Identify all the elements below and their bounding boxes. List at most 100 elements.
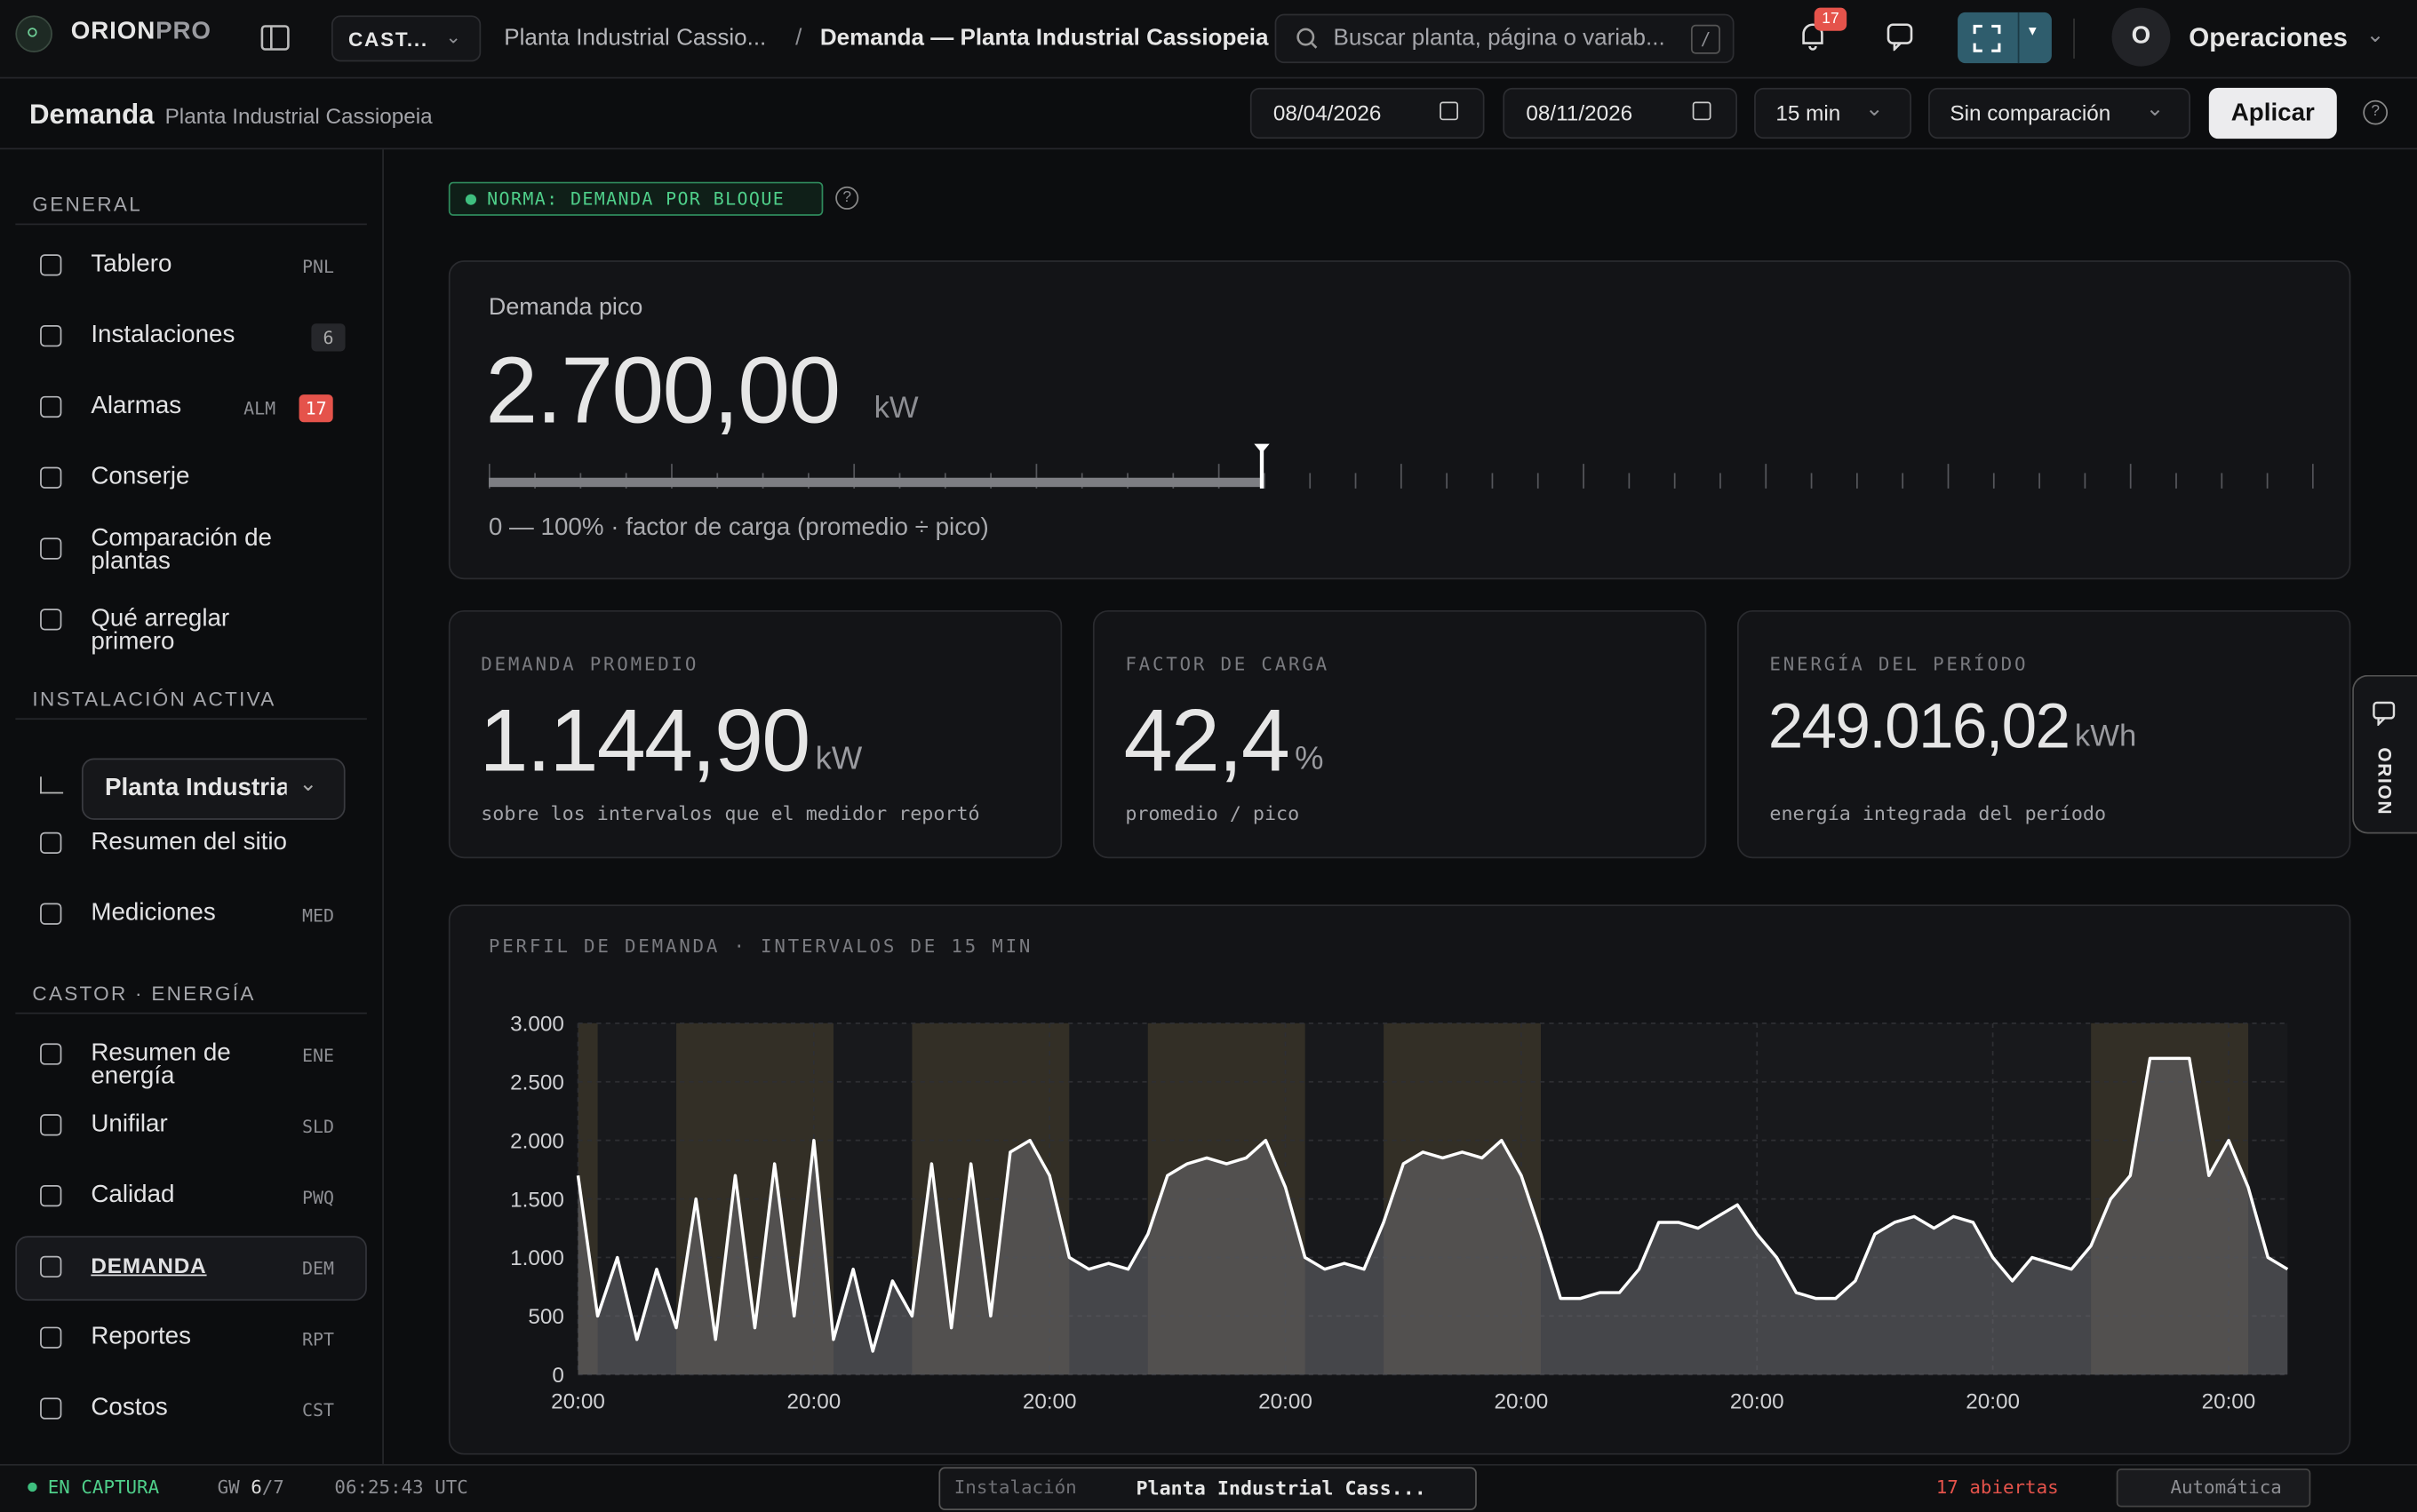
gauge-fill (488, 477, 1263, 488)
mode-select[interactable] (2116, 1468, 2311, 1508)
x-tick-label: 20:00 (551, 1390, 605, 1414)
nav-icon (40, 609, 62, 631)
nav-icon (40, 832, 62, 855)
norm-badge-text: NORMA: DEMANDA POR BLOQUE (487, 187, 786, 210)
nav-item[interactable]: Alarmas (91, 393, 182, 419)
nav-item[interactable]: Costos (91, 1394, 168, 1421)
gw-label: GW (217, 1476, 240, 1499)
nav-item[interactable]: Resumen de energía (91, 1039, 231, 1090)
avatar[interactable]: O (2111, 7, 2171, 67)
nav-code: ENE (302, 1045, 335, 1067)
interval-select[interactable] (1754, 87, 1912, 139)
x-tick-label: 20:00 (1495, 1390, 1549, 1414)
section-rule (15, 718, 367, 720)
line (576, 1056, 2289, 1353)
scope-label: Instalación (953, 1476, 1077, 1499)
fullscreen-button[interactable] (1958, 12, 2052, 64)
kpi-unit: kWh (2074, 720, 2137, 754)
fullscreen-icon (1973, 24, 2001, 52)
user-name[interactable]: Operaciones (2189, 23, 2348, 52)
x-tick-label: 20:00 (1966, 1390, 2020, 1414)
divider (2073, 18, 2075, 59)
gw-total: /7 (261, 1476, 284, 1499)
scope-select[interactable] (938, 1467, 1477, 1511)
nav-code: PWQ (302, 1186, 335, 1209)
section-rule (15, 1012, 367, 1015)
nav-icon (40, 1114, 62, 1136)
site-select[interactable] (331, 15, 482, 62)
peak-label: Demanda pico (488, 294, 643, 321)
date-from[interactable] (1249, 87, 1485, 139)
breadcrumb-parent[interactable]: Planta Industrial Cassio... (504, 24, 767, 52)
nav-item[interactable]: Comparación de plantas (91, 525, 273, 576)
plant-select[interactable] (81, 758, 346, 820)
page-subtitle: Planta Industrial Cassiopeia (164, 103, 433, 128)
section-heading: CASTOR · ENERGÍA (32, 982, 256, 1006)
nav-item[interactable]: Reportes (91, 1324, 191, 1350)
peak-value: 2.700,00 (485, 337, 841, 442)
nav-code: PNL (302, 255, 335, 278)
orion-tab-label: ORION (2373, 747, 2396, 816)
nav-icon (40, 537, 62, 560)
capture-status: EN CAPTURA (47, 1476, 160, 1499)
date-to-text: 08/11/2026 (1526, 99, 1633, 125)
capture-dot (28, 1482, 37, 1492)
peak-card (448, 260, 2351, 580)
kpi-value: 1.144,90 (479, 691, 810, 791)
search-icon (1296, 28, 1318, 49)
kpi-label: FACTOR DE CARGA (1125, 653, 1329, 675)
date-to[interactable] (1503, 87, 1738, 139)
x-tick-label: 20:00 (1258, 1390, 1312, 1414)
alerts-open[interactable]: 17 abiertas (1935, 1476, 2059, 1499)
chevron: ⌄ (299, 770, 317, 796)
badge-dot (465, 194, 477, 205)
section-rule (15, 223, 367, 226)
nav-icon (40, 1255, 62, 1278)
compare-select[interactable] (1928, 87, 2191, 139)
nav-item[interactable]: Mediciones (91, 900, 216, 927)
chevron: ⌄ (2145, 95, 2165, 121)
brand-name: ORION (70, 18, 156, 45)
nav-item[interactable]: Tablero (91, 251, 172, 278)
sidebar-toggle[interactable] (260, 25, 291, 52)
kpi-label: ENERGÍA DEL PERÍODO (1769, 653, 2029, 675)
bell-icon[interactable] (1798, 21, 1829, 52)
orion-tab-icon (2373, 701, 2396, 727)
kpi-unit: kW (815, 741, 863, 777)
nav-icon (40, 254, 62, 276)
y-tick-label: 500 (528, 1305, 564, 1329)
sidebar (0, 149, 384, 1464)
nav-count: 17 (299, 394, 333, 423)
nav-item[interactable]: DEMANDA (91, 1253, 207, 1278)
nav-item[interactable]: Calidad (91, 1182, 175, 1209)
subheader (0, 78, 2417, 150)
area-fill (578, 1058, 2288, 1375)
orion-tab[interactable] (2352, 674, 2417, 834)
nav-item[interactable]: Conserje (91, 464, 190, 490)
help-icon[interactable]: ? (2363, 99, 2389, 125)
kpi-card (1737, 609, 2351, 859)
kpi-label: DEMANDA PROMEDIO (481, 653, 699, 675)
y-tick-label: 1.500 (510, 1188, 564, 1212)
page-title: Demanda (28, 99, 155, 130)
icon (40, 776, 64, 794)
dropdown-arrow: ▾ (2028, 23, 2037, 41)
notification-badge: 17 (1814, 7, 1847, 31)
chat-icon[interactable] (1887, 23, 1914, 52)
active-item (15, 1236, 367, 1301)
apply-button[interactable]: Aplicar (2208, 87, 2337, 139)
nav-code: CST (302, 1399, 335, 1421)
nav-item[interactable]: Resumen del sitio (91, 829, 287, 855)
help-icon[interactable]: ? (835, 186, 859, 210)
kpi-caption: energía integrada del período (1769, 801, 2107, 825)
nav-item[interactable]: Qué arreglar primero (91, 605, 230, 656)
breadcrumb-sep: / (795, 24, 802, 52)
chevron: ⌄ (1864, 95, 1884, 121)
kpi-card (1092, 609, 1707, 859)
compare-text: Sin comparación (1950, 99, 2111, 125)
search[interactable] (1274, 13, 1735, 64)
kpi-value: 42,4 (1123, 691, 1290, 791)
nav-item[interactable]: Unifilar (91, 1110, 168, 1138)
nav-item[interactable]: Instalaciones (91, 322, 235, 349)
